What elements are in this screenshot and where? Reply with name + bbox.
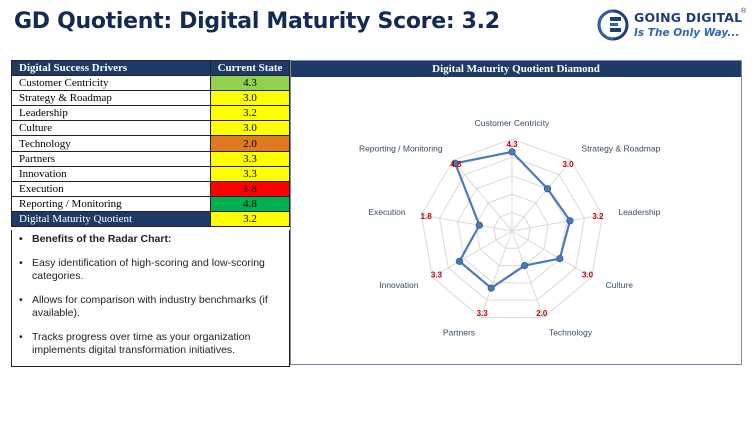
driver-name: Culture <box>11 120 211 137</box>
table-row: Culture 3.0 <box>11 120 290 137</box>
quotient-row: Digital Maturity Quotient 3.2 <box>11 210 290 228</box>
radar-panel: Digital Maturity Quotient Diamond 4.3 3.0… <box>290 60 742 365</box>
quotient-label: Digital Maturity Quotient <box>11 210 211 228</box>
driver-name: Technology <box>11 135 211 152</box>
benefits-heading: Benefits of the Radar Chart: <box>12 233 289 247</box>
axis-label: Reporting / Monitoring <box>359 143 443 153</box>
grid-ring <box>420 138 604 318</box>
grid-spoke <box>511 160 572 232</box>
value-label: 3.3 <box>477 309 489 318</box>
driver-name: Execution <box>11 180 211 197</box>
table-row: Technology 2.0 <box>11 135 290 152</box>
axis-label: Execution <box>368 207 406 217</box>
driver-score: 3.3 <box>210 150 290 167</box>
series-line <box>454 150 572 290</box>
axis-label: Customer Centricity <box>475 118 550 128</box>
grid-spoke <box>480 230 513 318</box>
data-point <box>520 261 529 270</box>
driver-name: Reporting / Monitoring <box>11 195 211 212</box>
benefit-item: Tracks progress over time as your organi… <box>12 331 289 358</box>
axis-label: Culture <box>606 280 634 290</box>
value-label: 4.8 <box>450 160 462 169</box>
quotient-score: 3.2 <box>210 210 290 228</box>
grid-spoke <box>511 230 544 318</box>
grid-ring <box>457 175 567 284</box>
driver-score: 2.0 <box>210 135 290 152</box>
value-label: 2.0 <box>536 309 548 318</box>
axis-label: Strategy & Roadmap <box>581 143 660 153</box>
grid-spoke <box>432 230 513 278</box>
value-label: 3.2 <box>592 212 604 221</box>
axis-label: Technology <box>549 327 593 337</box>
data-point <box>487 284 495 292</box>
grid-spoke <box>452 160 513 232</box>
driver-name: Strategy & Roadmap <box>11 90 211 107</box>
driver-name: Customer Centricity <box>11 75 211 92</box>
axis-label: Partners <box>443 327 475 337</box>
driver-score: 3.2 <box>210 105 290 122</box>
grid-spoke <box>511 230 592 278</box>
value-label: 4.3 <box>506 140 518 149</box>
grid-ring <box>475 193 549 267</box>
data-point <box>475 221 483 229</box>
logo-tagline: Is The Only Way... <box>634 27 740 39</box>
benefit-item: Allows for comparison with industry benc… <box>12 294 289 321</box>
grid-ring <box>493 212 531 249</box>
header-current-state: Current State <box>210 59 290 77</box>
grid-spoke <box>511 214 603 232</box>
data-point <box>556 255 564 263</box>
data-point <box>508 148 516 156</box>
benefit-item: Easy identification of high-scoring and … <box>12 257 289 284</box>
table-row: Partners 3.3 <box>11 150 290 167</box>
benefits-box: Benefits of the Radar Chart: Easy identi… <box>11 230 290 367</box>
table-row: Strategy & Roadmap 3.0 <box>11 90 290 107</box>
table-row: Execution 1.8 <box>11 180 290 197</box>
axis-label: Leadership <box>618 207 660 217</box>
table-row: Innovation 3.3 <box>11 165 290 182</box>
driver-score: 4.8 <box>210 195 290 212</box>
driver-score: 3.3 <box>210 165 290 182</box>
data-point <box>455 257 464 265</box>
driver-name: Partners <box>11 150 211 167</box>
brand-logo: GOING DIGITAL ® Is The Only Way... <box>596 8 746 44</box>
value-label: 3.3 <box>431 271 443 280</box>
table-row: Reporting / Monitoring 4.8 <box>11 195 290 212</box>
table-row: Customer Centricity 4.3 <box>11 75 290 92</box>
value-label: 3.0 <box>562 160 574 169</box>
grid-ring <box>438 156 586 301</box>
driver-name: Innovation <box>11 165 211 182</box>
table-header-row: Digital Success Drivers Current State <box>11 59 290 77</box>
driver-score: 3.0 <box>210 90 290 107</box>
data-point <box>451 159 459 167</box>
value-label: 1.8 <box>421 212 433 221</box>
logo-registered-mark: ® <box>741 8 747 15</box>
chart-title: Digital Maturity Quotient Diamond <box>291 61 741 77</box>
globe-logo-icon <box>597 9 629 41</box>
value-label: 3.0 <box>582 271 594 280</box>
page-title: GD Quotient: Digital Maturity Score: 3.2 <box>14 9 500 34</box>
data-point <box>543 185 552 193</box>
driver-score: 4.3 <box>210 75 290 92</box>
data-point <box>566 217 574 225</box>
radar-chart: 4.3 3.0 3.2 3.0 2.0 3.3 3.3 1.8 4.8 Customer Cent… <box>359 118 661 337</box>
grid-spoke <box>421 214 513 232</box>
table-row: Leadership 3.2 <box>11 105 290 122</box>
logo-name: GOING DIGITAL <box>634 10 743 25</box>
axis-label: Innovation <box>379 280 418 290</box>
drivers-table: Digital Success Drivers Current State Cu… <box>11 59 290 228</box>
header-driver: Digital Success Drivers <box>11 59 211 77</box>
driver-score: 1.8 <box>210 180 290 197</box>
driver-name: Leadership <box>11 105 211 122</box>
driver-score: 3.0 <box>210 120 290 137</box>
